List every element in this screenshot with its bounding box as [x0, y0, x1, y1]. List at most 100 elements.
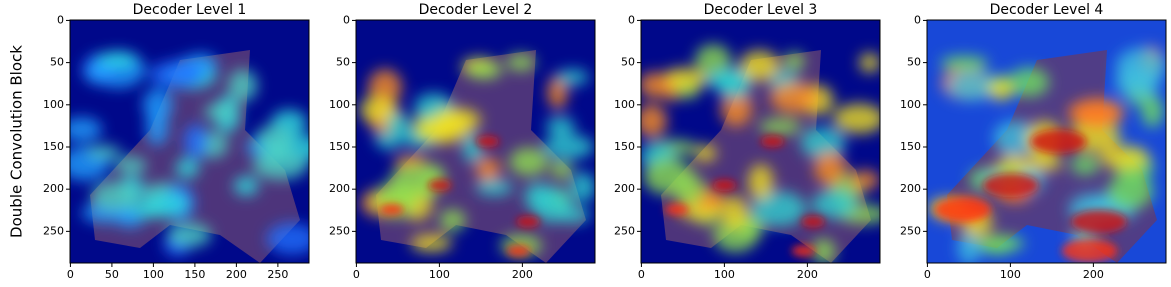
- heat-blob: [1008, 67, 1050, 97]
- heat-layer: [70, 51, 309, 257]
- x-tick-label: 0: [924, 268, 931, 281]
- heat-blob: [643, 157, 694, 195]
- heat-blob: [506, 54, 536, 72]
- hot-spot: [475, 135, 500, 148]
- y-tick-label: 50: [50, 56, 64, 69]
- y-tick-label: 0: [628, 13, 635, 26]
- heat-blob: [359, 96, 398, 123]
- axes-frame: [355, 19, 596, 264]
- heatmap-image: [927, 20, 1166, 263]
- heat-blob: [91, 181, 137, 212]
- heat-blob: [695, 44, 732, 76]
- x-tick-label: 100: [714, 268, 735, 281]
- heat-blob: [758, 118, 802, 135]
- x-tick-label: 0: [353, 268, 360, 281]
- heat-blob: [814, 151, 845, 186]
- heat-blob: [713, 217, 759, 253]
- heat-blob: [142, 87, 174, 121]
- y-tick-label: 150: [614, 140, 635, 153]
- hot-spot: [712, 179, 737, 192]
- x-tick-label: 150: [184, 268, 205, 281]
- y-tick-label: 200: [329, 182, 350, 195]
- heat-blob: [811, 190, 857, 219]
- axes-frame: [640, 19, 881, 264]
- y-tick-label: 250: [43, 224, 64, 237]
- x-tick-label: 50: [105, 268, 119, 281]
- heat-blob: [252, 150, 309, 180]
- heat-layer: [928, 46, 1166, 263]
- heat-blob: [1114, 67, 1161, 98]
- heat-blob: [570, 172, 595, 203]
- x-tick-label: 200: [797, 268, 818, 281]
- heatmap-image: [356, 20, 595, 263]
- y-tick-label: 100: [329, 98, 350, 111]
- heat-blob: [1107, 173, 1154, 210]
- y-tick-label: 50: [336, 56, 350, 69]
- heat-layer: [641, 44, 880, 263]
- heat-blob: [1018, 155, 1063, 172]
- heat-blob: [203, 103, 237, 120]
- y-tick-label: 250: [329, 224, 350, 237]
- x-tick-label: 0: [67, 268, 74, 281]
- heat-blob: [811, 238, 836, 263]
- heat-blob: [800, 126, 846, 159]
- heat-blob: [148, 60, 204, 89]
- heat-blob: [542, 134, 595, 160]
- heat-blob: [386, 112, 411, 135]
- heat-blob: [141, 191, 190, 218]
- hot-spot: [801, 215, 826, 228]
- heat-blob: [721, 196, 749, 230]
- hot-spot: [791, 244, 816, 257]
- heat-blob: [641, 72, 671, 99]
- heatmap-image: [641, 20, 880, 263]
- heat-blob: [175, 158, 200, 179]
- heat-blob: [183, 123, 208, 160]
- heat-blob: [556, 69, 589, 86]
- hot-spot: [1061, 238, 1118, 263]
- y-tick-label: 150: [43, 140, 64, 153]
- heat-blob: [665, 67, 707, 90]
- hot-spot: [664, 203, 689, 216]
- heat-blob: [720, 90, 752, 127]
- axes-frame: [69, 19, 310, 264]
- heat-blob: [255, 124, 293, 156]
- heat-blob: [957, 230, 981, 263]
- heat-blob: [751, 191, 807, 227]
- heat-blob: [531, 186, 573, 223]
- heat-blob: [70, 117, 103, 142]
- hot-layer: [664, 135, 826, 257]
- chart-title: Decoder Level 3: [704, 2, 818, 18]
- hot-spot: [934, 197, 991, 222]
- heat-blob: [641, 104, 668, 138]
- heat-blob: [783, 52, 805, 71]
- hot-spot: [427, 179, 452, 192]
- heat-blob: [475, 179, 514, 196]
- heat-blob: [1070, 154, 1100, 175]
- y-tick-label: 100: [900, 98, 921, 111]
- heat-blob: [770, 81, 819, 114]
- heat-blob: [94, 52, 138, 69]
- axes-frame: [926, 19, 1167, 264]
- y-tick-label: 200: [614, 182, 635, 195]
- heat-blob: [167, 222, 212, 248]
- heat-blob: [978, 236, 1015, 255]
- hot-layer: [934, 129, 1128, 263]
- hot-spot: [982, 173, 1039, 198]
- heat-blob: [550, 160, 574, 179]
- hot-spot: [506, 244, 531, 257]
- hot-layer: [379, 135, 541, 257]
- heat-blob: [475, 157, 501, 182]
- hot-spot: [1030, 129, 1087, 154]
- heat-blob: [947, 70, 997, 101]
- y-tick-label: 0: [57, 13, 64, 26]
- y-tick-label: 150: [900, 140, 921, 153]
- x-tick-label: 200: [512, 268, 533, 281]
- heat-blob: [1068, 100, 1124, 126]
- heat-blob: [988, 79, 1014, 101]
- y-tick-label: 150: [329, 140, 350, 153]
- chart-title: Decoder Level 2: [419, 2, 533, 18]
- heat-blob: [86, 145, 122, 160]
- heat-blob: [114, 156, 147, 175]
- y-tick-label: 250: [900, 224, 921, 237]
